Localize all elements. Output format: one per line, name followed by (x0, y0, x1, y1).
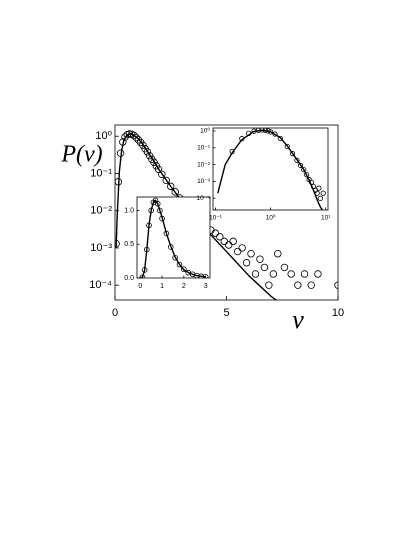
data-point (176, 261, 183, 268)
data-point (154, 165, 163, 173)
data-point (251, 270, 260, 278)
x-tick-label: 10⁰ (266, 214, 276, 222)
y-tick-label: 10⁻³ (197, 178, 211, 185)
data-point (181, 266, 187, 273)
data-point (216, 233, 224, 241)
x-tick-label: 10⁻¹ (209, 215, 223, 222)
data-point (229, 237, 237, 246)
x-tick-label: 1 (160, 283, 164, 290)
data-point (265, 281, 273, 289)
x-tick-label: 5 (223, 307, 229, 319)
data-point (301, 167, 307, 173)
data-point (269, 270, 278, 278)
x-tick-label: 10¹ (321, 215, 331, 222)
y-tick-label: 0.5 (124, 241, 134, 248)
data-point (242, 259, 251, 267)
data-point (132, 133, 140, 142)
data-point (300, 270, 309, 278)
plot-frame (136, 196, 211, 279)
y-tick-label: 0.0 (124, 275, 134, 282)
fit-line (115, 133, 278, 300)
data-point (211, 229, 220, 237)
data-point (334, 281, 338, 289)
y-tick-label: 1.0 (124, 207, 134, 214)
data-point (154, 200, 161, 207)
data-point (157, 207, 163, 214)
data-point (294, 157, 300, 163)
data-point (238, 244, 246, 252)
data-point (247, 250, 255, 258)
data-point (171, 188, 179, 196)
x-axis-label: v (292, 305, 304, 334)
y-tick-label: 10⁻² (197, 161, 211, 168)
data-point (274, 250, 282, 258)
data-point (158, 170, 166, 178)
data-point (287, 270, 295, 278)
data-point (139, 274, 146, 278)
data-point (317, 195, 323, 201)
data-point (256, 255, 264, 263)
data-point (143, 148, 152, 156)
plot-area (217, 128, 326, 210)
y-tick-label: 10⁻⁴ (197, 195, 211, 202)
plot-area (115, 130, 338, 300)
x-tick-label: 10 (332, 307, 344, 319)
data-point (225, 241, 233, 249)
data-point (162, 176, 170, 185)
data-point (277, 135, 283, 142)
y-tick-label: 10⁻⁴ (89, 279, 112, 291)
y-tick-label: 10⁻² (90, 205, 112, 217)
data-point (304, 172, 310, 178)
data-point (272, 131, 278, 137)
data-point (294, 281, 302, 289)
data-point (150, 158, 158, 166)
data-point (307, 281, 315, 289)
data-point (316, 185, 322, 191)
y-tick-label: 10⁰ (200, 127, 210, 135)
data-point (145, 151, 154, 160)
data-point (260, 263, 269, 272)
x-tick-label: 2 (182, 283, 186, 290)
x-tick-label: 3 (204, 283, 208, 290)
x-tick-label: 0 (112, 307, 118, 319)
y-tick-label: 10⁰ (95, 130, 112, 142)
y-tick-label: 10⁻³ (90, 242, 112, 254)
data-point (233, 247, 242, 256)
data-point (284, 143, 290, 150)
plot-frame (212, 127, 329, 211)
plot-area (139, 197, 209, 278)
data-point (220, 237, 228, 246)
data-point (167, 182, 175, 191)
x-tick-label: 0 (138, 283, 142, 290)
y-tick-label: 10⁻¹ (90, 167, 112, 179)
y-tick-label: 10⁻¹ (197, 145, 211, 152)
data-point (320, 190, 326, 196)
data-point (289, 151, 296, 157)
fit-line (140, 199, 206, 278)
fit-line (217, 129, 324, 210)
data-point (280, 263, 289, 272)
data-point (130, 131, 138, 140)
data-point (314, 270, 322, 278)
data-point (297, 162, 304, 168)
y-axis-label: P(v) (60, 142, 102, 168)
data-point (134, 136, 143, 144)
